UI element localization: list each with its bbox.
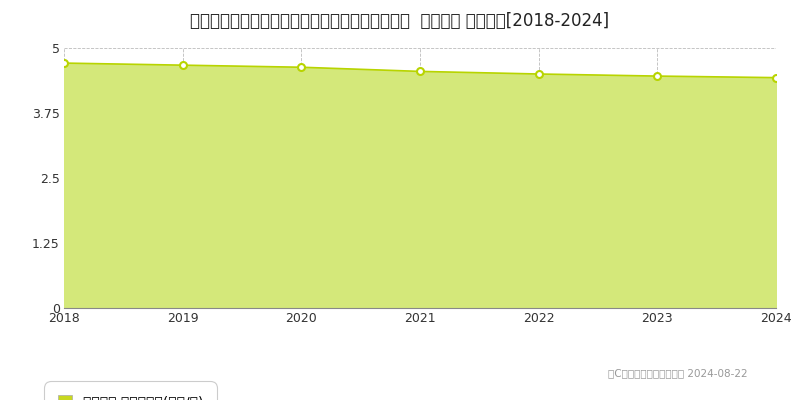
Text: 徳島県鳴門市鳴門町土佐泊浦字黒山２５６番２０  地価公示 地価推移[2018-2024]: 徳島県鳴門市鳴門町土佐泊浦字黒山２５６番２０ 地価公示 地価推移[2018-20… — [190, 12, 610, 30]
Legend: 地価公示 平均坪単価(万円/坪): 地価公示 平均坪単価(万円/坪) — [50, 386, 212, 400]
Text: （C）土地価格ドットコム 2024-08-22: （C）土地価格ドットコム 2024-08-22 — [608, 368, 748, 378]
